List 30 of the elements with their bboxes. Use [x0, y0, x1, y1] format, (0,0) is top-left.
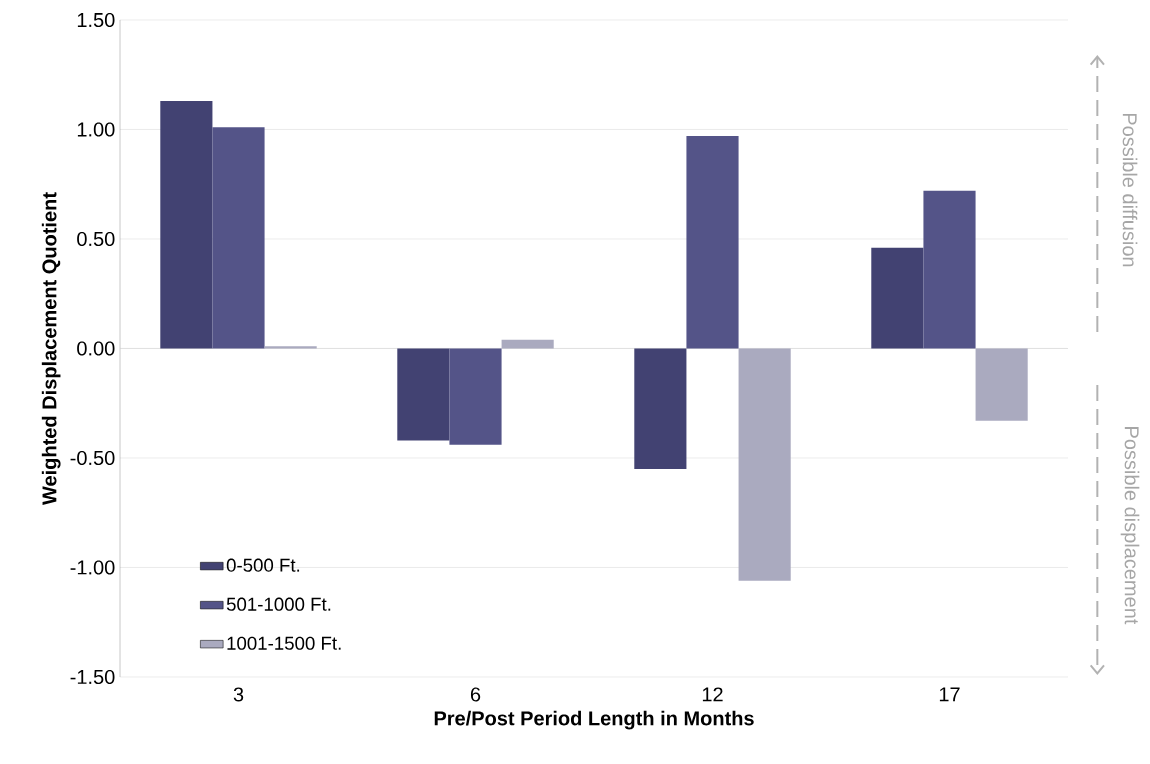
bar	[871, 247, 924, 349]
y-tick-label: 1.50	[77, 12, 115, 28]
y-tick-label: 1.00	[77, 122, 115, 137]
bar	[212, 127, 265, 349]
bar	[501, 339, 554, 349]
bar	[975, 348, 1028, 421]
bar	[397, 348, 450, 441]
bar	[449, 348, 502, 445]
bar	[264, 346, 317, 349]
x-tick-label: 17	[939, 687, 960, 702]
bar	[686, 136, 739, 349]
y-tick-label: 0.00	[77, 341, 115, 356]
x-tick-label: 3	[233, 687, 244, 702]
y-axis-title: Weighted Displacement Quotient	[41, 192, 61, 505]
bar	[160, 101, 213, 349]
y-tick-label: -1.00	[70, 560, 115, 575]
y-tick-label: -0.50	[70, 450, 115, 466]
x-tick-label: 12	[702, 687, 723, 702]
legend-label: 501-1000 Ft.	[226, 597, 331, 611]
x-tick-label: 6	[470, 687, 481, 702]
bar	[634, 348, 687, 469]
text: Possible displacement	[1120, 427, 1140, 625]
bar	[923, 190, 976, 349]
y-tick-label: -1.50	[70, 669, 115, 685]
bar	[738, 348, 791, 581]
legend-label: 0-500 Ft.	[226, 558, 300, 572]
x-axis-title: Pre/Post Period Length in Months	[434, 710, 754, 730]
legend-label: 1001-1500 Ft.	[227, 636, 341, 650]
text: Possible diffusion	[1122, 113, 1138, 267]
y-tick-label: 0.50	[77, 231, 115, 247]
